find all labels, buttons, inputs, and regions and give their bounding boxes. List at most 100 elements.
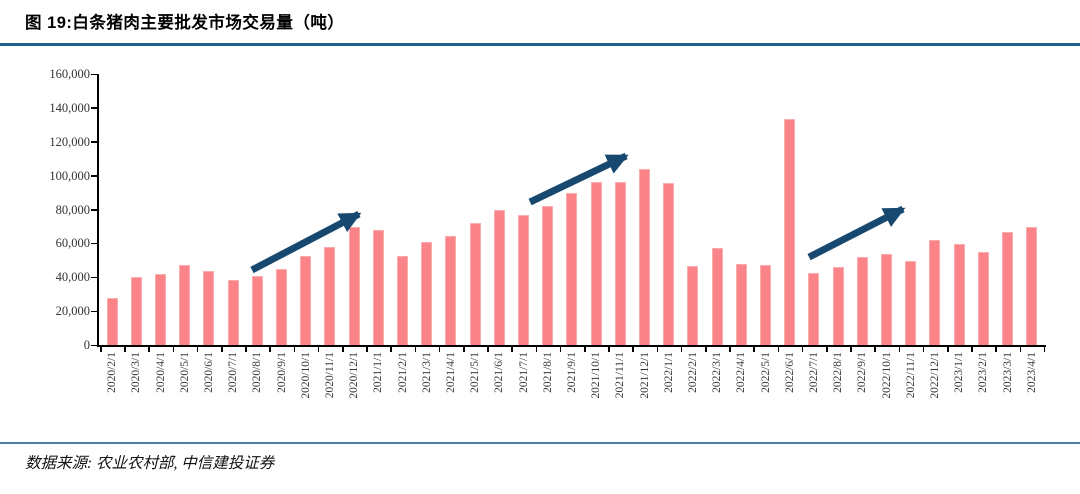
x-tick-mark bbox=[269, 347, 271, 352]
x-tick-mark bbox=[124, 347, 126, 352]
y-tick-label: 160,000 bbox=[49, 67, 90, 81]
x-tick-mark bbox=[874, 347, 876, 352]
x-tick-label: 2022/2/1 bbox=[686, 352, 699, 393]
bar bbox=[227, 279, 239, 345]
x-tick-label: 2021/2/1 bbox=[396, 352, 409, 393]
x-tick-mark bbox=[898, 347, 901, 352]
bar bbox=[977, 251, 989, 345]
x-tick-label: 2023/4/1 bbox=[1025, 352, 1038, 393]
bar bbox=[832, 267, 844, 345]
y-tick-label: 60,000 bbox=[55, 236, 90, 251]
x-tick-mark bbox=[535, 347, 538, 352]
x-tick-label: 2020/7/1 bbox=[227, 352, 240, 393]
bar bbox=[421, 241, 433, 345]
x-tick-mark bbox=[196, 347, 199, 352]
y-tick-mark bbox=[91, 141, 97, 143]
x-tick-mark bbox=[1043, 347, 1046, 352]
x-tick-mark bbox=[584, 347, 586, 352]
x-tick-label: 2021/5/1 bbox=[469, 352, 482, 393]
y-tick-mark bbox=[91, 107, 97, 109]
x-tick-mark bbox=[971, 347, 973, 352]
x-tick-label: 2022/1/1 bbox=[662, 352, 675, 393]
x-tick-mark bbox=[511, 347, 513, 352]
y-tick-mark bbox=[91, 209, 97, 211]
bar bbox=[566, 192, 578, 345]
bar bbox=[469, 223, 481, 345]
bar bbox=[324, 246, 336, 345]
y-tick-mark bbox=[91, 175, 97, 177]
x-tick-label: 2022/7/1 bbox=[807, 352, 820, 393]
y-tick-label: 80,000 bbox=[55, 202, 90, 217]
y-tick-mark bbox=[91, 73, 97, 75]
x-tick-mark bbox=[414, 347, 417, 352]
bar bbox=[348, 227, 360, 345]
bar bbox=[542, 206, 554, 345]
bar bbox=[639, 168, 650, 345]
x-tick-mark bbox=[438, 347, 441, 352]
title-rule bbox=[0, 43, 1080, 46]
x-tick-mark bbox=[947, 347, 949, 352]
bar bbox=[808, 273, 820, 345]
footer-rule bbox=[0, 442, 1080, 444]
bar bbox=[590, 182, 602, 345]
x-tick-label: 2023/2/1 bbox=[977, 352, 990, 393]
x-tick-mark bbox=[608, 347, 610, 352]
bar bbox=[687, 266, 699, 345]
data-source: 数据来源: 农业农村部, 中信建投证券 bbox=[25, 455, 275, 472]
x-tick-mark bbox=[632, 347, 634, 352]
x-tick-label: 2022/12/1 bbox=[928, 352, 941, 399]
bar bbox=[445, 235, 457, 345]
x-tick-label: 2020/2/1 bbox=[106, 352, 119, 393]
bar bbox=[179, 265, 191, 345]
bar bbox=[663, 183, 675, 345]
figure-title: 图 19:白条猪肉主要批发市场交易量（吨） bbox=[25, 14, 345, 32]
x-tick-mark bbox=[366, 347, 368, 352]
x-tick-label: 2022/4/1 bbox=[735, 352, 748, 393]
bar bbox=[518, 214, 529, 345]
x-tick-label: 2021/7/1 bbox=[517, 352, 530, 393]
y-tick-label: 20,000 bbox=[55, 304, 90, 319]
x-tick-label: 2020/10/1 bbox=[299, 352, 312, 399]
y-tick-label: 140,000 bbox=[49, 100, 90, 115]
x-tick-mark bbox=[487, 347, 489, 352]
x-tick-label: 2021/1/1 bbox=[372, 352, 385, 393]
x-tick-label: 2023/1/1 bbox=[953, 352, 966, 393]
y-tick-mark bbox=[91, 242, 97, 245]
y-tick-label: 40,000 bbox=[55, 270, 90, 285]
bar bbox=[251, 276, 263, 345]
bar bbox=[372, 229, 384, 345]
x-tick-label: 2020/5/1 bbox=[178, 352, 191, 393]
bar bbox=[856, 256, 868, 345]
x-tick-mark bbox=[801, 347, 804, 352]
x-tick-mark bbox=[1019, 347, 1022, 352]
bar bbox=[760, 265, 771, 345]
bar bbox=[905, 261, 917, 345]
bar bbox=[155, 273, 166, 345]
bar bbox=[711, 248, 723, 345]
bar bbox=[953, 244, 965, 345]
y-axis-line bbox=[97, 74, 99, 347]
x-tick-mark bbox=[826, 347, 828, 352]
bar bbox=[1026, 227, 1038, 345]
x-tick-mark bbox=[172, 347, 175, 352]
x-tick-mark bbox=[559, 347, 562, 352]
y-tick-mark bbox=[91, 344, 97, 346]
x-tick-mark bbox=[390, 347, 392, 352]
x-tick-mark bbox=[777, 347, 780, 352]
y-tick-mark bbox=[91, 276, 97, 279]
x-tick-label: 2022/11/1 bbox=[904, 352, 917, 399]
x-tick-label: 2022/6/1 bbox=[783, 352, 796, 393]
x-tick-label: 2021/10/1 bbox=[590, 352, 603, 399]
bar bbox=[493, 210, 505, 345]
x-tick-label: 2021/4/1 bbox=[444, 352, 457, 393]
x-tick-label: 2020/12/1 bbox=[348, 352, 361, 399]
x-tick-mark bbox=[221, 347, 223, 352]
y-tick-label: 100,000 bbox=[49, 168, 90, 183]
bar-chart: 0 20,000 40,000 60,000 80,000 100,000 120,000 1… bbox=[49, 67, 1046, 399]
y-tick-mark bbox=[91, 310, 97, 313]
y-tick-label: 0 bbox=[83, 338, 90, 352]
x-tick-label: 2023/3/1 bbox=[1001, 352, 1014, 393]
x-tick-label: 2021/6/1 bbox=[493, 352, 506, 393]
bar bbox=[614, 181, 626, 345]
x-axis-line bbox=[97, 345, 1046, 347]
